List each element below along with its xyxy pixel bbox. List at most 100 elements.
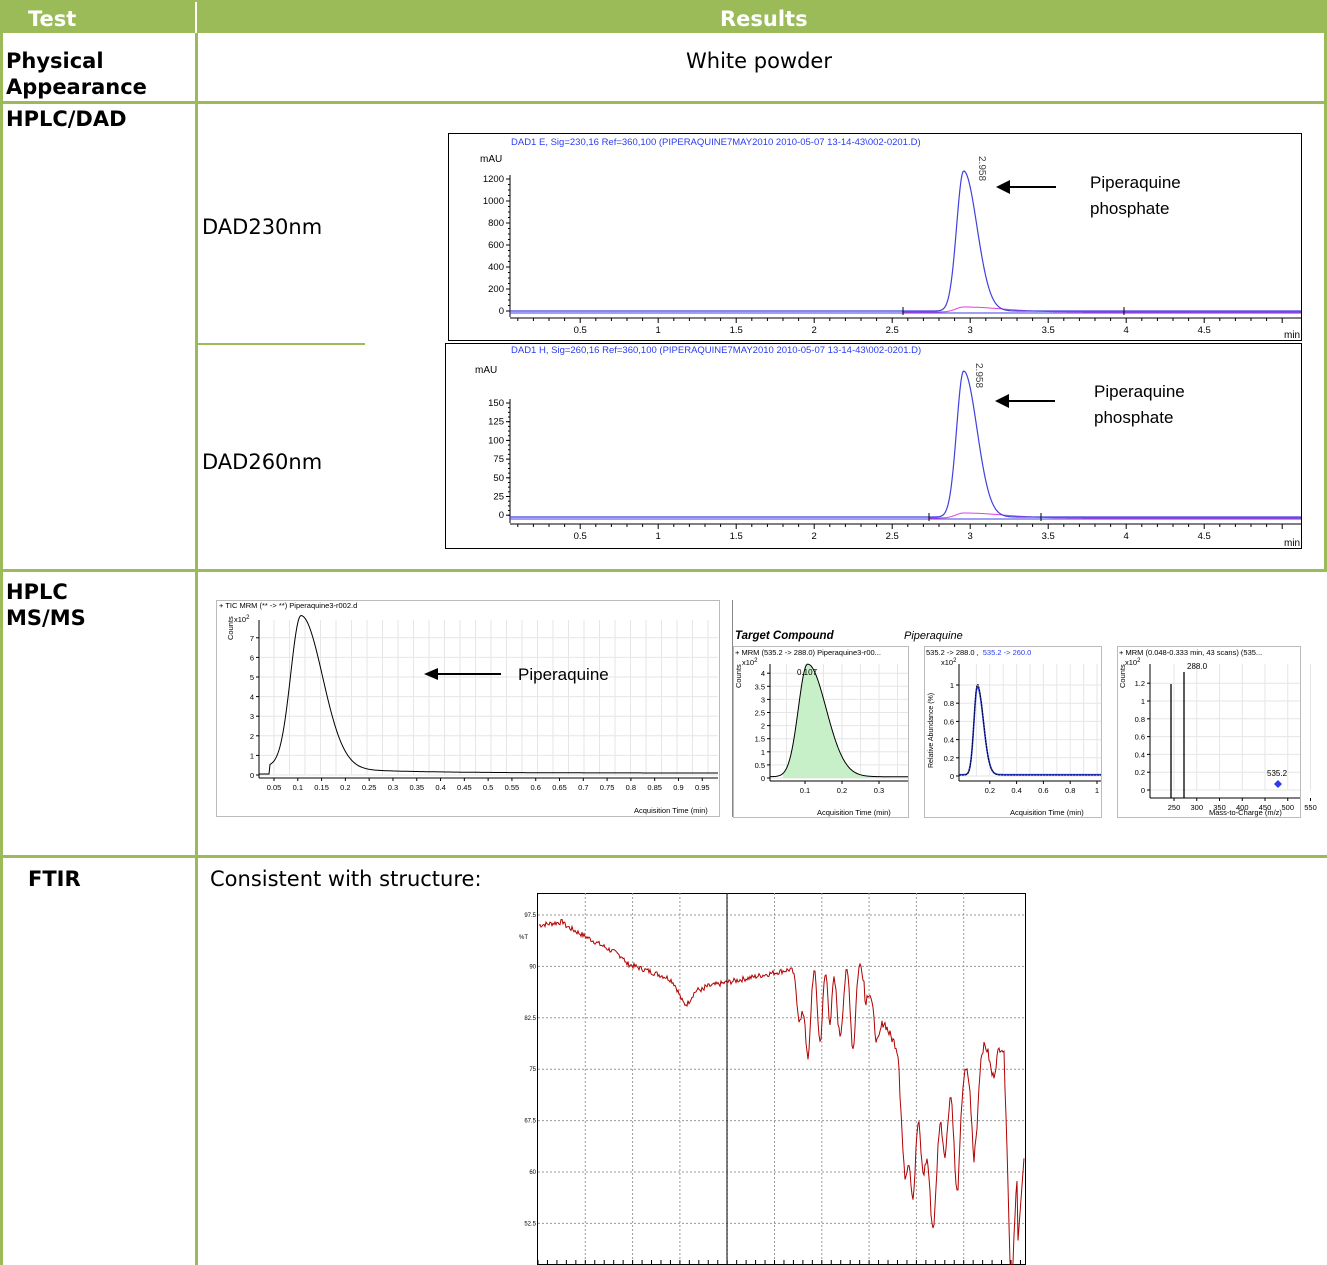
y-tick-label: 60 (529, 1170, 536, 1176)
x-tick-label: 0.2 (985, 786, 995, 795)
row-label-physical: Physical Appearance (6, 49, 147, 99)
quant-fill (783, 664, 890, 778)
ftir-bottom-ticks (537, 1260, 1021, 1265)
y-tick-label: 4 (250, 693, 254, 702)
y-tick-label: 7 (250, 634, 254, 643)
y-tick-label: 0.2 (1135, 768, 1145, 777)
row-label-hplc-dad: HPLC/DAD (6, 107, 127, 131)
tic-xticks: 0.05 0.1 0.15 0.2 0.25 0.3 0.35 0.4 0.45 0.5 0.55 0… (259, 777, 718, 792)
table-right-border (1324, 33, 1327, 570)
y-tick-label: 0.5 (755, 761, 765, 770)
y-tick-label: 0.2 (944, 754, 954, 763)
row-divider (0, 855, 1327, 858)
chart-frame (445, 343, 1302, 549)
y-tick-label: 1 (761, 748, 765, 757)
y-tick-label: 0.6 (944, 717, 954, 726)
x-tick-label: 0.35 (409, 783, 424, 792)
tic-grid (259, 620, 718, 776)
x-tick-label: 2 (812, 325, 817, 336)
x-tick-label: 300 (1190, 803, 1203, 812)
x-tick-label: 2.5 (886, 531, 899, 542)
quant-title: + MRM (535.2 -> 288.0) Piperaquine3-r00.… (735, 648, 881, 657)
x-tick-label: 500 (1281, 803, 1294, 812)
table-column-divider (195, 33, 198, 1265)
x-tick-label: 400 (1236, 803, 1249, 812)
x-tick-label: 0.2 (340, 783, 350, 792)
x-tick-label: 0.8 (1065, 786, 1075, 795)
dad-subdivider (198, 343, 365, 345)
dad260-reference-trace (929, 512, 1301, 519)
x-tick-label: 0.6 (1038, 786, 1048, 795)
x-tick-label: 3 (968, 531, 973, 542)
dad230-yticks: 1200 1000 800 600 400 200 0 (483, 174, 511, 317)
x-tick-label: 4 (1124, 325, 1129, 336)
y-tick-label: 1 (950, 681, 954, 690)
dad260-annotation-line1: Piperaquine (1094, 382, 1185, 401)
y-tick-label: 67.5 (524, 1119, 536, 1125)
y-tick-label: 0.4 (944, 736, 954, 745)
tic-xlabel: Acquisition Time (min) (634, 806, 708, 815)
ftir-ylabel: %T (519, 935, 528, 941)
spectrum-panel: + MRM (0.048-0.333 min, 43 scans) (535..… (1117, 646, 1317, 818)
dad260-title: DAD1 H, Sig=260,16 Ref=360,100 (PIPERAQU… (511, 345, 921, 356)
tic-yticks: 7 6 5 4 3 2 1 0 (250, 620, 260, 780)
y-tick-label: 3 (250, 712, 254, 721)
row-divider (0, 569, 1327, 572)
x-tick-label: 0.9 (673, 783, 683, 792)
y-tick-label: 150 (488, 398, 504, 409)
panel-frame (924, 646, 1102, 818)
y-tick-label: 75 (529, 1067, 536, 1073)
tic-chart: + TIC MRM (** -> **) Piperaquine3-r002.d… (216, 600, 720, 817)
y-tick-label: 0 (499, 306, 504, 317)
y-tick-label: 1 (250, 751, 254, 760)
x-tick-label: 3 (968, 325, 973, 336)
spec-xlabel: Mass-to-Charge (m/z) (1209, 808, 1282, 817)
y-tick-label: 0 (950, 772, 954, 781)
dad260-ylabel: mAU (475, 365, 497, 376)
y-tick-label: 50 (493, 473, 504, 484)
ftir-result: Consistent with structure: (210, 867, 482, 891)
dad230-xunit: min (1284, 330, 1300, 341)
y-tick-label: 90 (529, 964, 536, 970)
qual-title: 535.2 -> 288.0 , 535.2 -> 260.0 (926, 648, 1031, 657)
y-tick-label: 125 (488, 417, 504, 428)
arrow-head (424, 668, 438, 680)
quant-ylabel: Counts (734, 664, 743, 688)
x-tick-label: 2.5 (886, 325, 899, 336)
physical-result: White powder (686, 49, 832, 73)
target-heading: Target Compound (735, 630, 835, 642)
x-tick-label: 0.4 (1011, 786, 1021, 795)
x-tick-label: 0.4 (435, 783, 445, 792)
x-tick-label: 3.5 (1042, 531, 1055, 542)
x-tick-label: 1.5 (730, 325, 743, 336)
y-tick-label: 400 (488, 262, 504, 273)
x-tick-label: 0.3 (388, 783, 398, 792)
y-tick-label: 1000 (483, 196, 504, 207)
qual-yexp: x102 (941, 658, 957, 667)
y-tick-label: 0.8 (1135, 715, 1145, 724)
y-tick-label: 0 (1141, 786, 1145, 795)
x-tick-label: 250 (1168, 803, 1181, 812)
dad230-annotation-line2: phosphate (1090, 199, 1169, 218)
dad230-title: DAD1 E, Sig=230,16 Ref=360,100 (PIPERAQU… (511, 137, 921, 148)
tic-annotation: Piperaquine (518, 665, 609, 684)
y-tick-label: 1200 (483, 174, 504, 185)
x-tick-label: 0.8 (626, 783, 636, 792)
panel-frame (1117, 646, 1301, 818)
tic-ylabel: Counts (226, 616, 235, 640)
y-tick-label: 1.5 (755, 735, 765, 744)
y-tick-label: 0 (761, 774, 765, 783)
x-tick-label: 0.7 (578, 783, 588, 792)
x-tick-label: 1 (656, 325, 661, 336)
quant-yexp: x102 (742, 658, 758, 667)
y-tick-label: 0.6 (1135, 733, 1145, 742)
qual-ylabel: Relative Abundance (%) (928, 693, 935, 768)
spec-parent-marker (1274, 780, 1282, 788)
qualifier-panel: 535.2 -> 288.0 , 535.2 -> 260.0 Relative … (924, 646, 1102, 818)
x-tick-label: 4 (1124, 531, 1129, 542)
dad230-xticks: 0.5 1 1.5 2 2.5 3 3.5 4 4.5 (510, 317, 1301, 336)
chart-frame (537, 893, 1026, 1265)
quant-xticks: 0.1 0.2 0.3 (770, 780, 908, 795)
qual-yticks: 1 0.8 0.6 0.4 0.2 0 (944, 664, 960, 781)
dad230-label: DAD230nm (202, 215, 323, 239)
